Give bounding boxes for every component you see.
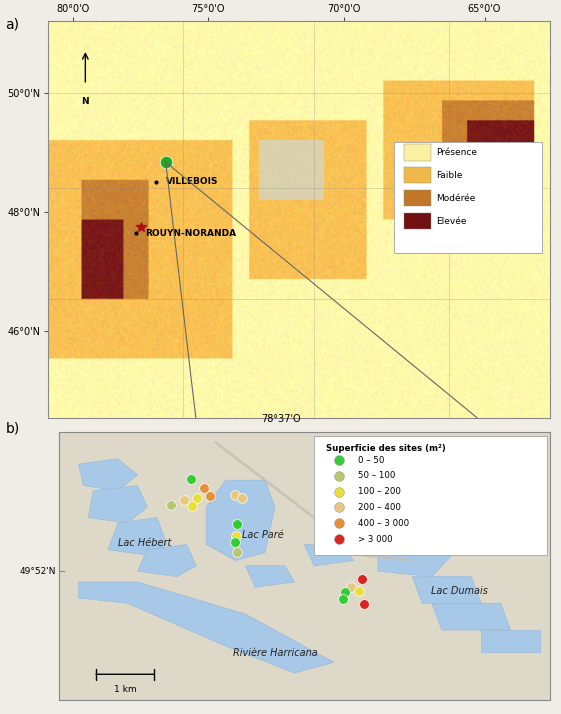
Polygon shape (137, 544, 196, 577)
FancyBboxPatch shape (394, 142, 542, 253)
Text: Faible: Faible (436, 171, 462, 180)
Polygon shape (481, 630, 540, 651)
Text: 100 – 200: 100 – 200 (358, 487, 401, 496)
Polygon shape (378, 534, 452, 577)
FancyBboxPatch shape (404, 167, 431, 183)
Text: 400 – 3 000: 400 – 3 000 (358, 519, 410, 528)
Polygon shape (108, 518, 167, 555)
Text: 1 km: 1 km (114, 685, 136, 694)
Text: Superficie des sites (m²): Superficie des sites (m²) (327, 444, 446, 453)
Polygon shape (402, 501, 461, 523)
Text: a): a) (6, 18, 20, 32)
Text: Lac Hébert: Lac Hébert (118, 538, 172, 548)
Polygon shape (412, 577, 481, 603)
Text: Rivière Harricana: Rivière Harricana (232, 648, 318, 658)
Polygon shape (79, 459, 137, 491)
Text: Lac Paré: Lac Paré (242, 530, 283, 540)
Text: 78°37'O: 78°37'O (261, 414, 300, 424)
Polygon shape (206, 481, 275, 560)
Polygon shape (432, 603, 511, 630)
Text: 0 – 50: 0 – 50 (358, 456, 385, 465)
Text: 50 – 100: 50 – 100 (358, 471, 396, 481)
Polygon shape (259, 140, 324, 200)
Polygon shape (246, 565, 295, 587)
Text: Modérée: Modérée (436, 193, 475, 203)
Text: 49°52'N: 49°52'N (20, 567, 57, 575)
Text: 200 – 400: 200 – 400 (358, 503, 401, 512)
Polygon shape (363, 481, 412, 507)
Polygon shape (304, 544, 353, 565)
Text: VILLEBOIS: VILLEBOIS (165, 177, 218, 186)
Text: ROUYN-NORANDA: ROUYN-NORANDA (146, 229, 237, 238)
FancyBboxPatch shape (404, 144, 431, 161)
Text: N: N (81, 96, 89, 106)
FancyBboxPatch shape (404, 190, 431, 206)
FancyBboxPatch shape (314, 436, 548, 555)
Text: > 3 000: > 3 000 (358, 535, 393, 543)
Polygon shape (79, 582, 334, 673)
Text: b): b) (6, 421, 20, 436)
Polygon shape (89, 486, 147, 523)
Text: Présence: Présence (436, 148, 477, 156)
FancyBboxPatch shape (404, 213, 431, 229)
Text: Elevée: Elevée (436, 216, 466, 226)
Text: Lac Dumais: Lac Dumais (430, 586, 488, 596)
